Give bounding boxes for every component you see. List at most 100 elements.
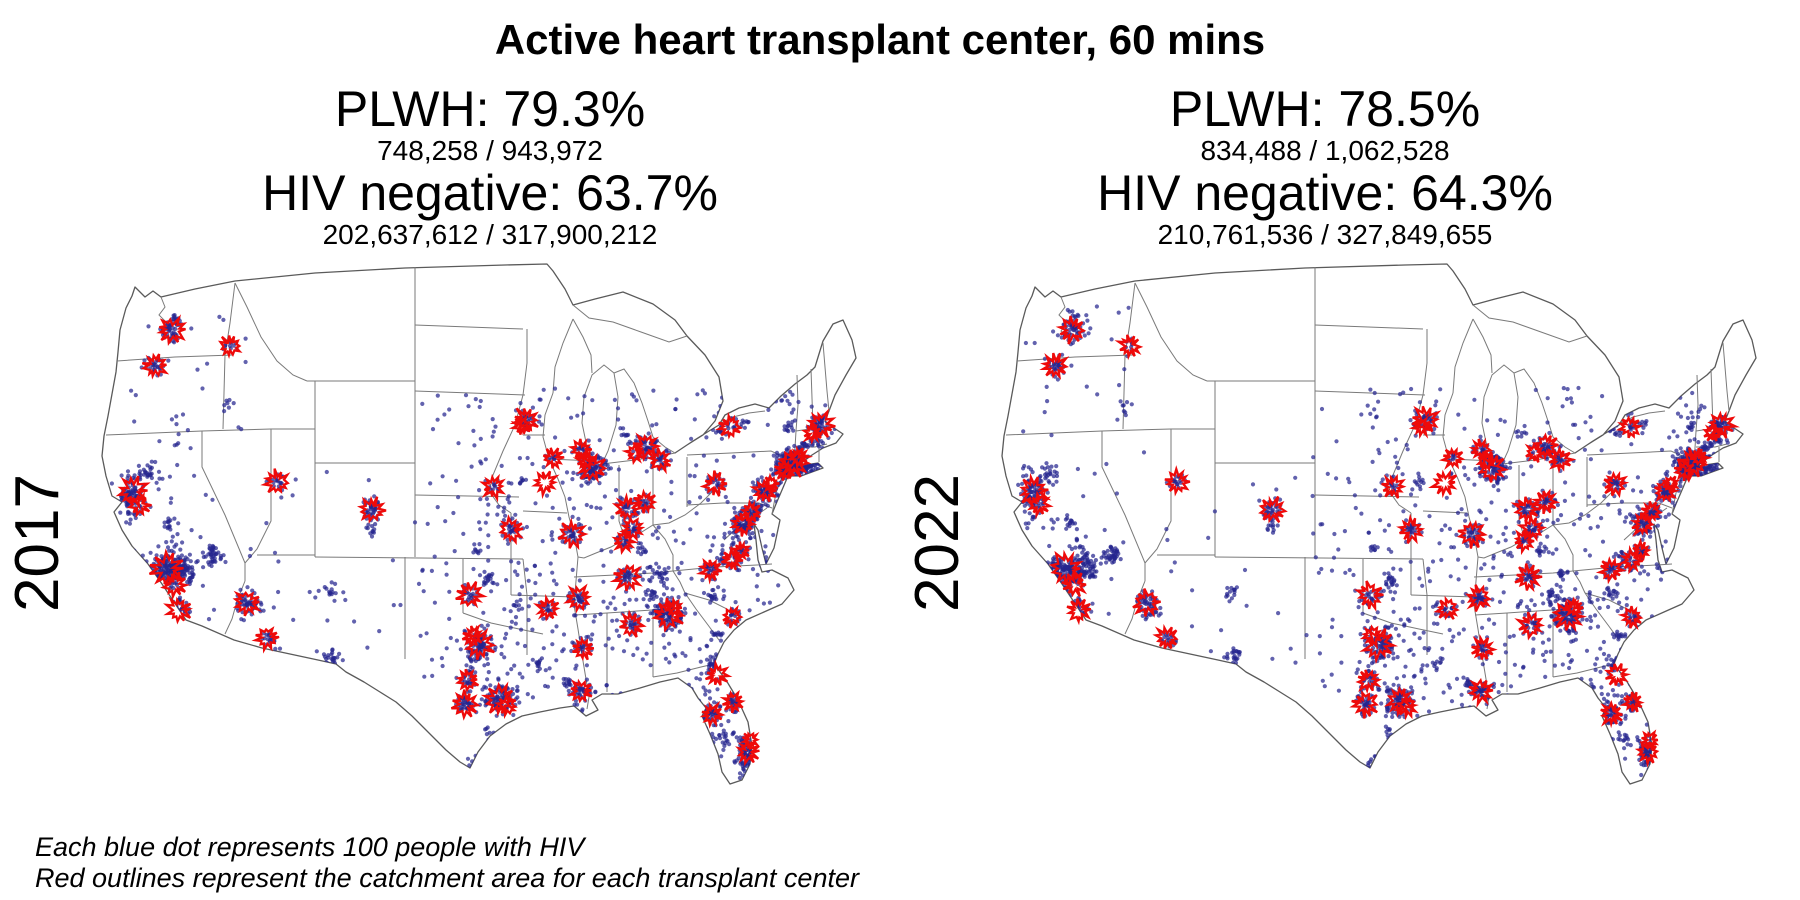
catchment-outline <box>1381 473 1407 499</box>
hiv-negative-coverage-2022: HIV negative: 64.3% <box>1097 165 1553 221</box>
catchment-outline <box>695 557 723 585</box>
catchment-outline <box>1359 624 1388 650</box>
catchment-outline <box>463 624 497 660</box>
catchment-outline <box>356 495 387 524</box>
catchment-outline <box>1639 729 1660 750</box>
catchment-outline <box>1546 445 1577 474</box>
catchment-outline <box>1428 469 1458 499</box>
catchment-outline <box>1349 690 1379 719</box>
catchment-outline <box>1531 488 1561 515</box>
hiv-negative-fraction-2017: 202,637,612 / 317,900,212 <box>322 219 658 250</box>
catchment-outline <box>563 583 593 614</box>
catchment-outline <box>508 414 535 436</box>
catchment-outline <box>1516 512 1548 542</box>
catchment-outline <box>566 678 593 704</box>
catchment-outline <box>1629 512 1655 537</box>
catchment-outline <box>785 445 814 470</box>
catchment-outline <box>1560 596 1584 618</box>
catchment-outline <box>645 447 672 475</box>
catchment-outline <box>1673 458 1696 484</box>
catchment-outlines-layer <box>115 314 837 767</box>
catchment-outline <box>455 668 480 693</box>
catchment-outline <box>160 570 191 601</box>
catchment-outline <box>1065 598 1092 626</box>
stats-block-2017: PLWH: 79.3% 748,258 / 943,972 HIV negati… <box>140 82 840 250</box>
catchment-outline <box>618 609 647 638</box>
catchment-outline <box>1353 580 1384 612</box>
catchment-outline <box>455 581 488 609</box>
catchment-outline <box>1599 699 1623 729</box>
catchment-outline <box>1661 475 1681 494</box>
catchment-outline <box>1396 513 1426 545</box>
catchment-outline <box>1039 352 1070 381</box>
catchment-outline <box>1615 415 1644 439</box>
catchment-outline <box>1618 544 1644 575</box>
year-label-2022: 2022 <box>903 474 972 612</box>
catchment-outline <box>773 455 797 482</box>
catchment-outline <box>1152 623 1179 650</box>
catchment-outline <box>1355 669 1383 695</box>
catchment-outline <box>1061 571 1088 598</box>
catchment-outline <box>1619 691 1645 713</box>
catchment-outline <box>1433 595 1460 621</box>
catchment-outline <box>232 590 262 617</box>
catchment-outline <box>1524 442 1548 463</box>
plwh-coverage-2017: PLWH: 79.3% <box>334 81 646 137</box>
hiv-negative-fraction-2022: 210,761,536 / 327,849,655 <box>1157 219 1493 250</box>
catchment-outline <box>1617 605 1644 631</box>
stats-block-2022: PLWH: 78.5% 834,488 / 1,062,528 HIV nega… <box>975 82 1675 250</box>
catchment-outline <box>650 597 687 633</box>
catchment-outline <box>699 470 728 497</box>
catchment-outline <box>1514 611 1546 641</box>
plwh-fraction-2022: 834,488 / 1,062,528 <box>1200 135 1450 166</box>
catchment-outline <box>1164 465 1191 497</box>
catchment-outline <box>739 499 762 528</box>
catchment-outline <box>662 596 686 620</box>
figure-title: Active heart transplant center, 60 mins <box>494 16 1266 63</box>
catchment-outline <box>719 689 746 714</box>
catchment-outline <box>611 492 643 522</box>
catchment-outline <box>805 408 837 440</box>
catchment-outline <box>1595 556 1627 585</box>
catchment-outline <box>801 422 823 445</box>
catchment-outline <box>1514 563 1543 593</box>
catchment-outline <box>163 596 194 625</box>
catchment-outline <box>1475 451 1498 473</box>
catchment-outline <box>140 352 170 380</box>
catchment-outline <box>557 517 589 551</box>
catchment-outline <box>115 475 151 510</box>
catchment-outline <box>1018 472 1052 508</box>
catchment-outline <box>1604 663 1632 686</box>
catchment-outline <box>156 314 188 346</box>
catchment-outline <box>461 623 484 648</box>
us-dot-density-map-2022 <box>1001 263 1757 785</box>
catchment-outline <box>760 472 780 494</box>
catchment-outline <box>1702 420 1727 442</box>
catchment-outline <box>218 335 243 360</box>
catchment-outline <box>1408 414 1432 439</box>
catchment-outline <box>1464 584 1493 612</box>
catchment-outline <box>450 689 481 721</box>
catchment-outline <box>1456 519 1488 549</box>
catchment-outline <box>1055 315 1087 345</box>
year-label-2017: 2017 <box>3 474 72 612</box>
catchment-outlines-layer <box>1018 315 1740 768</box>
catchment-outline <box>1114 334 1144 361</box>
catchment-outline <box>609 564 643 592</box>
catchment-outline <box>1438 446 1466 471</box>
catchment-outline <box>572 449 597 470</box>
catchment-outline <box>498 514 524 546</box>
catchment-outline <box>611 528 639 555</box>
catchment-outline <box>542 447 565 471</box>
plwh-fraction-2017: 748,258 / 943,972 <box>377 135 603 166</box>
catchment-outline <box>532 593 561 622</box>
catchment-outline <box>1467 677 1495 709</box>
catchment-outline <box>1689 447 1713 467</box>
catchment-outline <box>251 626 280 654</box>
catchment-outline <box>1258 495 1288 524</box>
catchment-outline <box>721 545 745 571</box>
catchment-outline <box>699 700 726 729</box>
catchment-outline <box>1513 528 1537 556</box>
catchment-outline <box>721 604 744 629</box>
